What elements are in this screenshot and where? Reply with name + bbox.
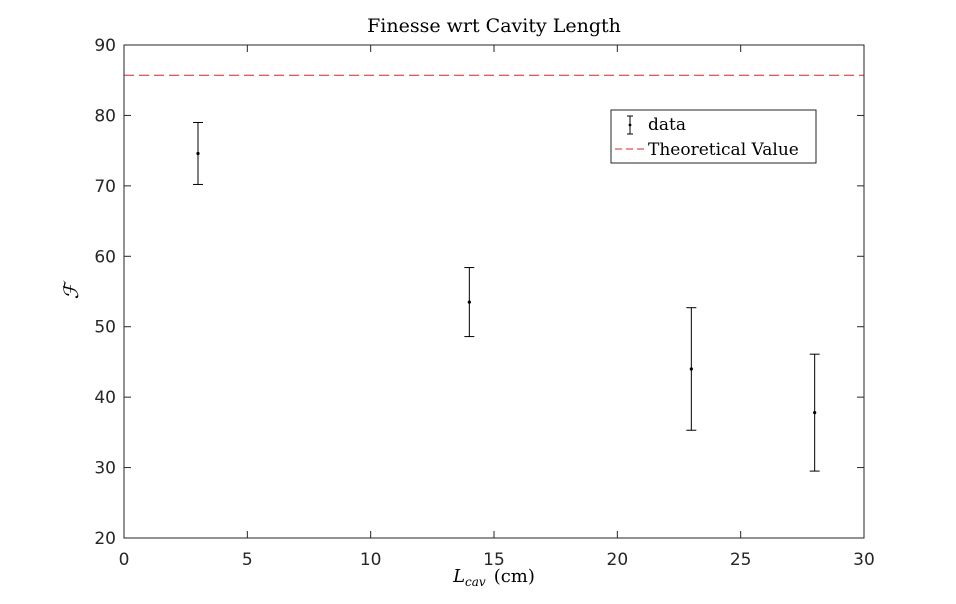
x-axis-label-sub: cav	[465, 575, 486, 589]
y-tick-label: 90	[94, 36, 116, 56]
x-tick-label: 10	[360, 550, 382, 570]
y-tick-label: 30	[94, 459, 116, 479]
x-tick-label: 30	[853, 550, 875, 570]
x-tick-label: 25	[730, 550, 752, 570]
y-axis-label: ℱ	[59, 280, 83, 299]
y-tick-label: 50	[94, 318, 116, 338]
legend-box	[610, 109, 817, 164]
axes: 0 5 10 15 20 25 30 20 30 40 50 60 70 80 90	[94, 36, 874, 570]
data-point	[196, 151, 200, 156]
plot-marks	[124, 74, 864, 472]
y-tick-label: 20	[94, 529, 116, 549]
x-tick-label: 20	[607, 550, 629, 570]
legend-theoretical-label: Theoretical Value	[648, 140, 799, 160]
legend-data-point	[628, 123, 632, 127]
chart-title: Finesse wrt Cavity Length	[367, 15, 621, 37]
data-point	[467, 300, 471, 304]
x-axis-label-main: L	[452, 566, 465, 587]
y-tick-label: 70	[94, 177, 116, 197]
legend-data-errorbar-icon	[627, 115, 633, 135]
y-tick-label: 40	[94, 388, 116, 408]
axes-box	[123, 44, 865, 539]
legend: data Theoretical Value	[610, 109, 817, 164]
x-tick-label: 15	[483, 550, 505, 570]
data-point	[813, 411, 817, 415]
x-tick-label: 5	[242, 550, 253, 570]
x-axis-label: Lcav (cm)	[452, 566, 535, 589]
data-point	[689, 367, 693, 371]
x-axis-label-unit: (cm)	[494, 566, 535, 587]
y-tick-label: 60	[94, 247, 116, 267]
x-tick-label: 0	[119, 550, 130, 570]
legend-data-label: data	[648, 115, 686, 135]
y-tick-label: 80	[94, 106, 116, 126]
